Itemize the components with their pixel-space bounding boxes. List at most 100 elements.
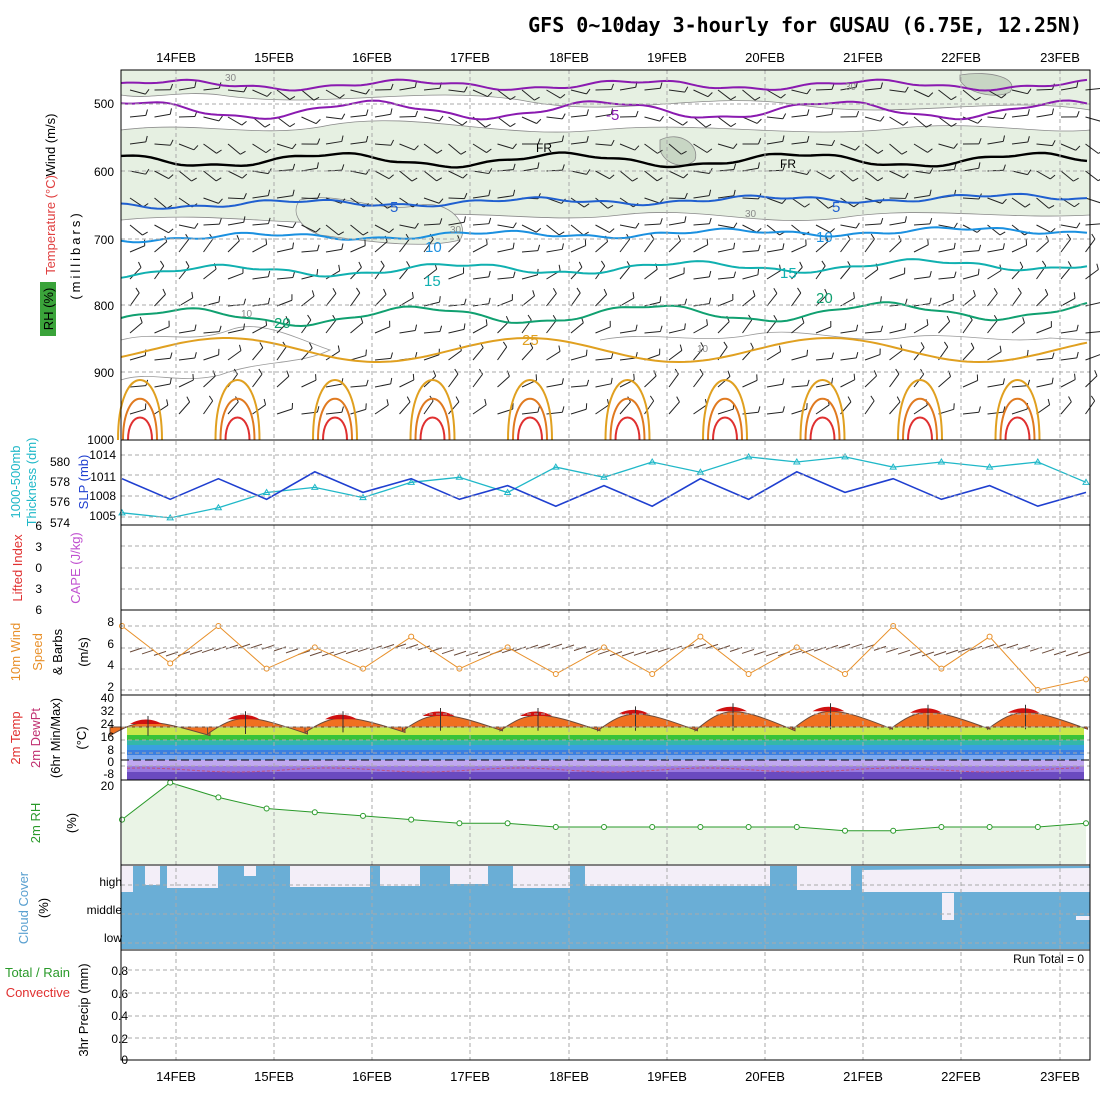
isotherm-loop (702, 379, 748, 441)
wind-barb-flag (316, 268, 319, 276)
wind-barb (668, 143, 682, 155)
wind-barb (595, 224, 610, 233)
temperature-daily-humps (109, 703, 1088, 737)
pressure-axis-label: (millibars) (68, 210, 83, 299)
wind-barb-flag (317, 192, 321, 199)
wind-barb-flag (1002, 135, 1005, 142)
wind10-barb (525, 644, 539, 650)
wind10-barb (453, 650, 467, 656)
isotherm-loop (214, 379, 261, 441)
wind10-barb (621, 651, 635, 657)
wind-barb (668, 328, 685, 334)
wind-barb-flag (999, 345, 1002, 352)
wind-barb (227, 221, 244, 226)
temp-hump (987, 712, 1088, 731)
wind-barb (766, 383, 783, 388)
wind-barb (448, 197, 465, 200)
wind-barb (742, 319, 753, 334)
wind-barb-flag (1050, 228, 1056, 233)
wind-barb (889, 221, 906, 226)
wind-barb-flag (561, 243, 564, 250)
wind-barb-flag (1076, 111, 1080, 118)
wind-barb-flag (610, 352, 614, 359)
wind-barb (570, 292, 581, 307)
wind-barb-flag (160, 260, 165, 267)
wind-barb-flag (145, 168, 150, 175)
wind-barb (521, 167, 538, 172)
wind-barb-flag (457, 235, 461, 242)
wind-barb-flag (561, 135, 565, 142)
wind-barb-flag (316, 406, 320, 413)
precip-total-rain-label: Total / Rain (5, 965, 70, 980)
wind-barb (717, 321, 730, 334)
wind-barb (325, 350, 340, 361)
wind-barb-flag (799, 261, 803, 268)
wind-barb-flag (730, 122, 737, 127)
wind-barb-flag (291, 143, 297, 150)
wind10-speed-markers (119, 623, 1089, 693)
wind-barb-flag (707, 92, 713, 98)
wind-barb-flag (679, 344, 683, 351)
wind-barb-flag (463, 323, 466, 330)
isotherm-loop (799, 379, 846, 441)
wind-barb (497, 89, 511, 101)
wind10-barb (513, 646, 527, 652)
wind-barb (325, 89, 341, 99)
wind-barb (864, 170, 878, 182)
wind-barb-flag (341, 243, 344, 250)
wind-barb (913, 324, 929, 334)
wind-barb-flag (145, 135, 148, 142)
wind-barb (325, 270, 340, 280)
wind-barb (864, 116, 881, 122)
wind-barb (448, 116, 463, 126)
wind-barb-flag (193, 145, 199, 151)
wind-barb-flag (804, 203, 810, 208)
wind-barb-flag (1051, 352, 1055, 359)
wind-barb (619, 238, 631, 253)
wind-barb-flag (877, 177, 884, 182)
wind-barb (840, 330, 857, 334)
wind-barb (987, 197, 1003, 205)
wind-barb-flag (390, 377, 393, 384)
wind-barb (276, 276, 293, 280)
date-label-top: 23FEB (1040, 50, 1080, 65)
wind-barb (350, 170, 367, 175)
isotherm-label-5a: 5 (390, 199, 398, 216)
wind-barb-flag (659, 115, 664, 122)
wind-barb (472, 89, 488, 98)
wind-barb (276, 375, 290, 388)
wind-barb (913, 143, 928, 153)
wind-barb (766, 351, 781, 361)
wind-barb-flag (241, 173, 248, 179)
wind-barb-flag (801, 317, 805, 324)
wind-barb (644, 197, 660, 204)
rh-label-10a: 10 (241, 309, 253, 320)
wind-barb (987, 140, 1004, 145)
wind-barb-flag (168, 228, 174, 234)
temp-band (127, 760, 1084, 766)
wind-barb-flag (259, 342, 264, 348)
wind-barb (374, 197, 388, 209)
wind10-barb (201, 648, 215, 654)
wind-barb (399, 86, 416, 91)
wind-barb-flag (510, 96, 516, 101)
wind-barb-flag (309, 342, 313, 349)
wind-barb (840, 170, 854, 182)
wind10-barb (537, 643, 551, 649)
rh2m-point (890, 827, 897, 834)
wind-barb-flag (896, 396, 901, 403)
wind-barb (1011, 385, 1028, 388)
wind10-barb (273, 646, 287, 652)
date-label-bottom: 21FEB (843, 1069, 883, 1084)
thickness-point (118, 508, 126, 516)
wind-barb-flag (576, 287, 581, 294)
wind-barb (987, 411, 1004, 415)
wind-barb-flag (950, 96, 957, 101)
wind-barb (962, 197, 979, 200)
isotherm-label-15b: 15 (780, 265, 797, 282)
wind10-tick: 4 (107, 658, 114, 672)
rh2m-point (311, 809, 318, 816)
isotherm-line (120, 192, 1088, 210)
wind-barb-flag (586, 379, 590, 386)
